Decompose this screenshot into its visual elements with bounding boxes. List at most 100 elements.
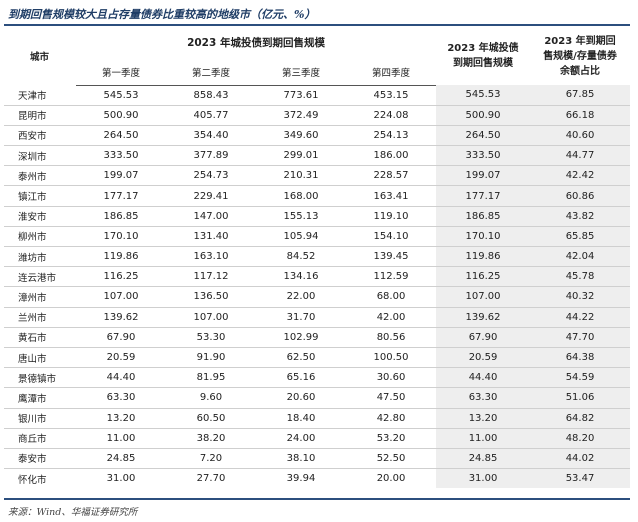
cell-q3: 105.94 [256,226,346,248]
cell-total: 63.30 [436,387,531,409]
cell-city: 商丘市 [4,428,76,449]
cell-q4: 30.60 [346,367,437,389]
cell-q2: 60.50 [166,408,256,429]
cell-city: 怀化市 [18,474,47,486]
cell-q1: 44.40 [76,367,166,389]
cell-q1: 20.59 [76,347,166,369]
cell-q3: 84.52 [256,246,346,268]
cell-total: 170.10 [436,226,531,248]
cell-q4: 47.50 [346,387,437,409]
cell-total: 11.00 [436,428,531,449]
cell-q1: 199.07 [76,165,166,187]
cell-total: 13.20 [436,408,531,429]
cell-q2: 377.89 [166,145,256,167]
cell-q4: 224.08 [346,105,437,126]
header-total-label: 2023 年城投债到期回售规模 [447,43,519,69]
table-row: 潍坊市 119.86 163.10 84.52 139.45 119.86 42.04 [4,246,631,268]
cell-city: 淮安市 [4,206,76,227]
cell-q4: 100.50 [346,347,437,369]
cell-ratio: 43.82 [530,206,631,227]
cell-total: 264.50 [436,125,531,147]
header-q3: 第三季度 [256,58,346,86]
cell-city: 泰州市 [4,165,76,187]
table-row: 商丘市 11.00 38.20 24.00 53.20 11.00 48.20 [4,428,631,449]
cell-ratio: 42.04 [530,246,631,268]
cell-q4: 42.80 [346,408,437,429]
table-row: 泰州市 199.07 254.73 210.31 228.57 199.07 42.42 [4,165,631,187]
cell-q4: 154.10 [346,226,437,248]
cell-q4: 68.00 [346,286,437,308]
cell-q3: 18.40 [256,408,346,429]
cell-q4: 163.41 [346,185,437,207]
cell-q1: 500.90 [76,105,166,126]
cell-q2: 9.60 [166,387,256,409]
cell-city: 西安市 [4,125,76,147]
cell-q4: 42.00 [346,307,437,328]
cell-q1: 116.25 [76,266,166,288]
cell-q4: 453.15 [346,85,437,106]
header-q1: 第一季度 [76,58,166,86]
cell-total: 545.53 [436,85,531,106]
top-rule [4,24,630,26]
cell-q3: 20.60 [256,387,346,409]
cell-q2: 254.73 [166,165,256,187]
cell-total: 119.86 [436,246,531,268]
header-group: 2023 年城投债到期回售规模 [187,37,325,50]
cell-q3: 102.99 [256,327,346,348]
cell-total: 116.25 [436,266,531,288]
table-row: 西安市 264.50 354.40 349.60 254.13 264.50 40.60 [4,125,631,147]
cell-city: 连云港市 [4,266,76,288]
table-row: 昆明市 500.90 405.77 372.49 224.08 500.90 66.18 [4,105,631,126]
table-body: 天津市 545.53 858.43 773.61 453.15 545.53 67.85 昆明… [4,85,631,489]
cell-q3: 22.00 [256,286,346,308]
cell-q2: 53.30 [166,327,256,348]
cell-q4: 52.50 [346,448,437,470]
cell-q2: 7.20 [166,448,256,470]
cell-q3: 39.94 [286,473,316,485]
cell-q1: 13.20 [76,408,166,429]
cell-ratio: 44.02 [530,448,631,470]
cell-city: 深圳市 [4,145,76,167]
header-city: 城市 [30,52,50,63]
cell-q3: 299.01 [256,145,346,167]
cell-q2: 858.43 [166,85,256,106]
bottom-rule [4,498,630,500]
cell-q1: 31.00 [106,473,136,485]
cell-city: 黄石市 [4,327,76,348]
cell-ratio: 45.78 [530,266,631,288]
cell-q1: 170.10 [76,226,166,248]
cell-ratio: 40.60 [530,125,631,147]
cell-q2: 117.12 [166,266,256,288]
cell-q3: 773.61 [256,85,346,106]
table-row: 银川市 13.20 60.50 18.40 42.80 13.20 64.82 [4,408,631,429]
cell-ratio: 67.85 [530,85,631,106]
cell-q2: 38.20 [166,428,256,449]
cell-q1: 264.50 [76,125,166,147]
cell-q4: 228.57 [346,165,437,187]
cell-total: 177.17 [436,185,531,207]
cell-q4: 112.59 [346,266,437,288]
table-row: 怀化市 31.00 27.70 39.94 20.00 31.00 53.47 [4,468,631,489]
cell-q4: 186.00 [346,145,437,167]
cell-total: 186.85 [436,206,531,227]
cell-total: 24.85 [436,448,531,470]
cell-q2: 27.70 [196,473,226,485]
table-row: 漳州市 107.00 136.50 22.00 68.00 107.00 40.32 [4,286,631,308]
header-ratio-label: 2023 年到期回售规模/存量债券余额占比 [543,35,617,77]
table-row: 淮安市 186.85 147.00 155.13 119.10 186.85 43.82 [4,206,631,227]
cell-city: 漳州市 [4,286,76,308]
cell-q1: 177.17 [76,185,166,207]
cell-total: 199.07 [436,165,531,187]
cell-q2: 163.10 [166,246,256,268]
cell-q1: 24.85 [76,448,166,470]
cell-ratio: 42.42 [530,165,631,187]
table-row: 景德镇市 44.40 81.95 65.16 30.60 44.40 54.59 [4,367,631,389]
cell-q3: 372.49 [256,105,346,126]
cell-city: 景德镇市 [4,367,76,389]
table-row: 泰安市 24.85 7.20 38.10 52.50 24.85 44.02 [4,448,631,470]
cell-city: 天津市 [4,85,76,106]
cell-ratio: 53.47 [530,468,631,489]
cell-q3: 24.00 [256,428,346,449]
table-row: 兰州市 139.62 107.00 31.70 42.00 139.62 44.22 [4,307,631,328]
table-row: 深圳市 333.50 377.89 299.01 186.00 333.50 44.77 [4,145,631,167]
